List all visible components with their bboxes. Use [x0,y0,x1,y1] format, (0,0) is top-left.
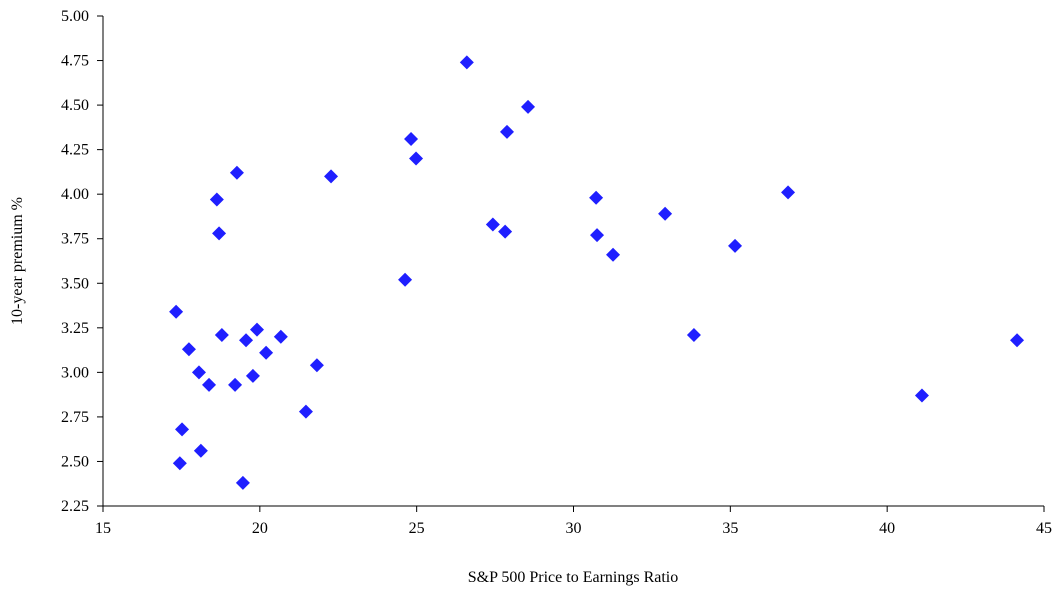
x-tick-label: 35 [722,520,738,537]
point [500,124,515,139]
x-tick-label: 20 [252,520,268,537]
point [273,329,288,344]
y-tick-label: 4.50 [61,97,89,114]
point [459,55,474,70]
y-tick-label: 4.00 [61,186,89,203]
point [324,169,339,184]
point [1010,333,1025,348]
point [521,99,536,114]
y-tick-label: 3.75 [61,231,89,248]
y-tick-label: 4.75 [61,53,89,70]
point [781,185,796,200]
y-axis-title: 10-year premium % [9,197,26,325]
point [191,365,206,380]
point [404,131,419,146]
point [606,247,621,262]
point [169,304,184,319]
y-tick-label: 3.25 [61,320,89,337]
x-tick-label: 40 [879,520,895,537]
point [914,388,929,403]
point [658,206,673,221]
point [498,224,513,239]
point [590,228,605,243]
point [239,333,254,348]
point [398,272,413,287]
point [181,342,196,357]
point [209,192,224,207]
point [235,475,250,490]
x-tick-label: 15 [95,520,111,537]
point [229,165,244,180]
point [309,358,324,373]
y-tick-label: 5.00 [61,8,89,25]
point [212,226,227,241]
y-tick-label: 2.25 [61,498,89,515]
y-tick-label: 3.50 [61,275,89,292]
point [409,151,424,166]
point [686,327,701,342]
x-tick-label: 30 [566,520,582,537]
y-tick-label: 2.75 [61,409,89,426]
x-tick-label: 45 [1036,520,1052,537]
point [259,345,274,360]
y-tick-label: 2.50 [61,453,89,470]
point [214,327,229,342]
x-axis-title: S&P 500 Price to Earnings Ratio [468,569,679,586]
y-tick-label: 3.00 [61,364,89,381]
point [202,377,217,392]
point [589,190,604,205]
point [172,456,187,471]
point [485,217,500,232]
y-tick-label: 4.25 [61,142,89,159]
point [228,377,243,392]
point [175,422,190,437]
point [298,404,313,419]
point [728,238,743,253]
point [193,443,208,458]
point [245,368,260,383]
x-tick-label: 25 [409,520,425,537]
point [250,322,265,337]
